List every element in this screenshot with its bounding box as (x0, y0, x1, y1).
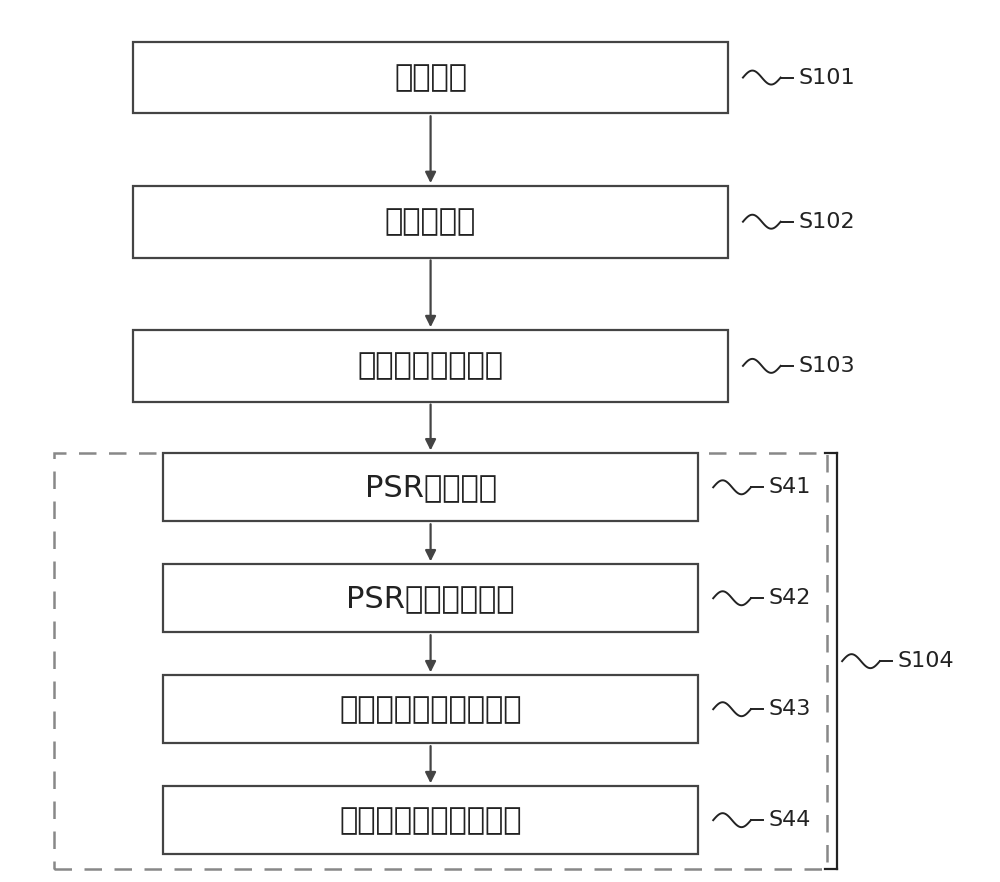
Text: PSR模型确定: PSR模型确定 (365, 473, 497, 502)
Text: PSR模型指标加权: PSR模型指标加权 (346, 584, 515, 613)
Bar (163, 675, 698, 744)
Text: S103: S103 (798, 355, 855, 376)
Bar (163, 453, 698, 521)
Bar (133, 330, 728, 401)
Text: 评估区域环境压力分析: 评估区域环境压力分析 (339, 805, 522, 834)
Text: 评估区域环境压力计算: 评估区域环境压力计算 (339, 695, 522, 724)
Bar (163, 564, 698, 632)
Text: S43: S43 (769, 699, 811, 719)
Text: 遥感影像信息提取: 遥感影像信息提取 (358, 351, 504, 380)
Text: S101: S101 (798, 68, 855, 87)
Bar (54, 453, 827, 869)
Bar (133, 186, 728, 258)
Text: S44: S44 (769, 811, 811, 830)
Text: S41: S41 (769, 477, 811, 497)
Bar (163, 786, 698, 855)
Text: S42: S42 (769, 588, 811, 609)
Text: 数据预处理: 数据预处理 (385, 207, 476, 236)
Bar (133, 41, 728, 114)
Text: S104: S104 (898, 651, 954, 671)
Text: 数据获取: 数据获取 (394, 63, 467, 92)
Text: S102: S102 (798, 212, 855, 232)
